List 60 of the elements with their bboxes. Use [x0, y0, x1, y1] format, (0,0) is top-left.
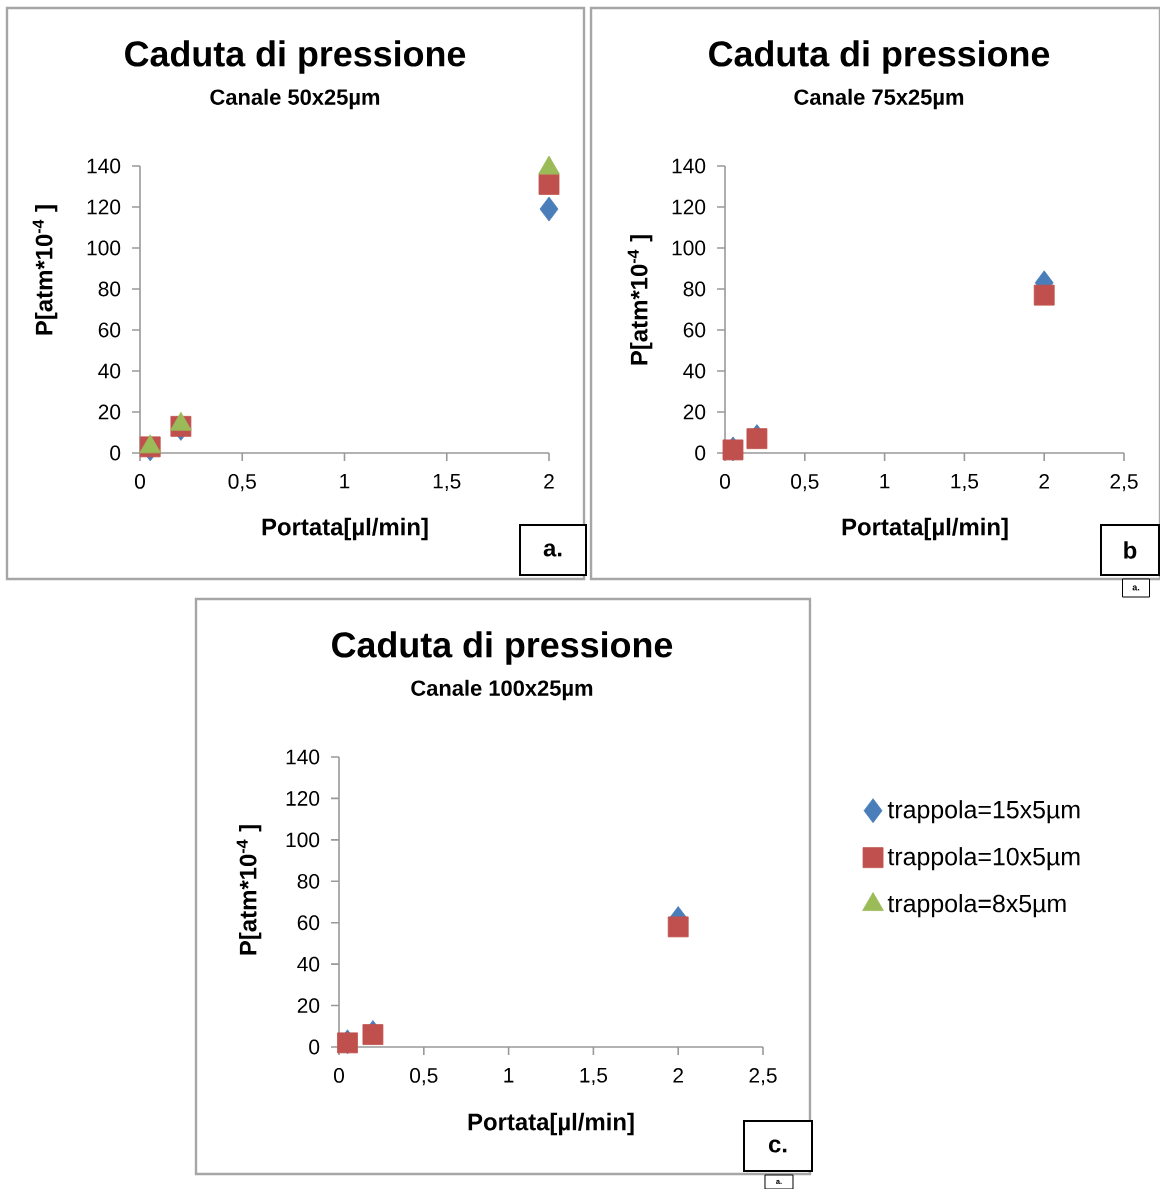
x-axis-title: Portata[µl/min]: [842, 517, 1008, 541]
legend-label: trappola=15x5µm: [887, 800, 1080, 824]
x-tick-label: 0,5: [410, 1068, 438, 1086]
y-tick-label: 140: [286, 749, 320, 765]
chart-subtitle: Canale 100x25µm: [411, 679, 593, 701]
y-tick-label: 40: [98, 363, 121, 379]
text: b: [1124, 541, 1137, 559]
legend-label: trappola=10x5µm: [887, 847, 1080, 871]
y-tick-label: 20: [683, 404, 706, 420]
y-tick-label: 0: [110, 445, 121, 461]
y-tick-label: 60: [98, 322, 121, 338]
y-tick-label: 140: [87, 158, 121, 174]
x-axis-title: Portata[µl/min]: [262, 517, 428, 541]
y-axis-title: P[atm*10$^{-4}$ ]: [32, 205, 58, 335]
y-tick-label: 40: [683, 363, 706, 379]
y-tick-label: 0: [309, 1039, 320, 1055]
y-tick-label: 40: [297, 956, 320, 972]
y-tick-label: 80: [98, 281, 121, 297]
y-tick-label: 20: [98, 404, 121, 420]
y-tick-label: 100: [672, 240, 706, 256]
y-tick-label: 20: [297, 998, 320, 1013]
text: a.: [543, 543, 562, 557]
chart-title: Caduta di pressione: [125, 40, 466, 74]
x-tick-label: 0: [720, 474, 730, 489]
x-tick-label: 2,5: [749, 1068, 777, 1086]
y-tick-label: 80: [297, 873, 320, 889]
y-tick-label: 100: [286, 832, 320, 848]
y-axis-title: P[atm*10$^{-4}$ ]: [627, 235, 653, 365]
x-tick-label: 1,5: [580, 1068, 608, 1086]
y-tick-label: 80: [683, 281, 706, 297]
y-tick-label: 0: [695, 445, 706, 461]
legend-label: trappola=8x5µm: [887, 894, 1066, 918]
x-tick-label: 0: [334, 1068, 344, 1083]
x-tick-label: 2: [544, 474, 554, 489]
x-tick-label: 0: [134, 474, 145, 489]
x-tick-label: 2,5: [1110, 474, 1138, 492]
chart-subtitle: Canale 50x25µm: [210, 88, 380, 110]
x-tick-label: 1,5: [951, 474, 979, 492]
y-tick-label: 100: [87, 240, 121, 256]
x-tick-label: 0,5: [228, 474, 256, 492]
y-tick-label: 120: [672, 199, 706, 215]
x-tick-label: 0,5: [791, 474, 819, 492]
y-tick-label: 60: [683, 322, 706, 338]
x-tick-label: 1: [504, 1068, 514, 1083]
x-tick-label: 1: [880, 474, 890, 489]
text: a.: [1132, 585, 1140, 591]
y-tick-label: 120: [87, 199, 121, 215]
x-axis-title: Portata[µl/min]: [468, 1112, 634, 1136]
x-tick-label: 1: [340, 474, 350, 489]
y-tick-label: 60: [297, 915, 320, 931]
x-tick-label: 2: [1039, 474, 1049, 489]
chart-title: Caduta di pressione: [709, 40, 1050, 74]
x-tick-label: 1,5: [433, 474, 461, 492]
y-tick-label: 120: [286, 791, 320, 806]
x-tick-label: 2: [673, 1068, 683, 1083]
chart-title: Caduta di pressione: [332, 631, 673, 665]
text: c.: [768, 1139, 787, 1153]
y-tick-label: 140: [672, 158, 706, 174]
y-axis-title: P[atm*10$^{-4}$ ]: [236, 825, 262, 955]
chart-subtitle: Canale 75x25µm: [794, 88, 964, 110]
